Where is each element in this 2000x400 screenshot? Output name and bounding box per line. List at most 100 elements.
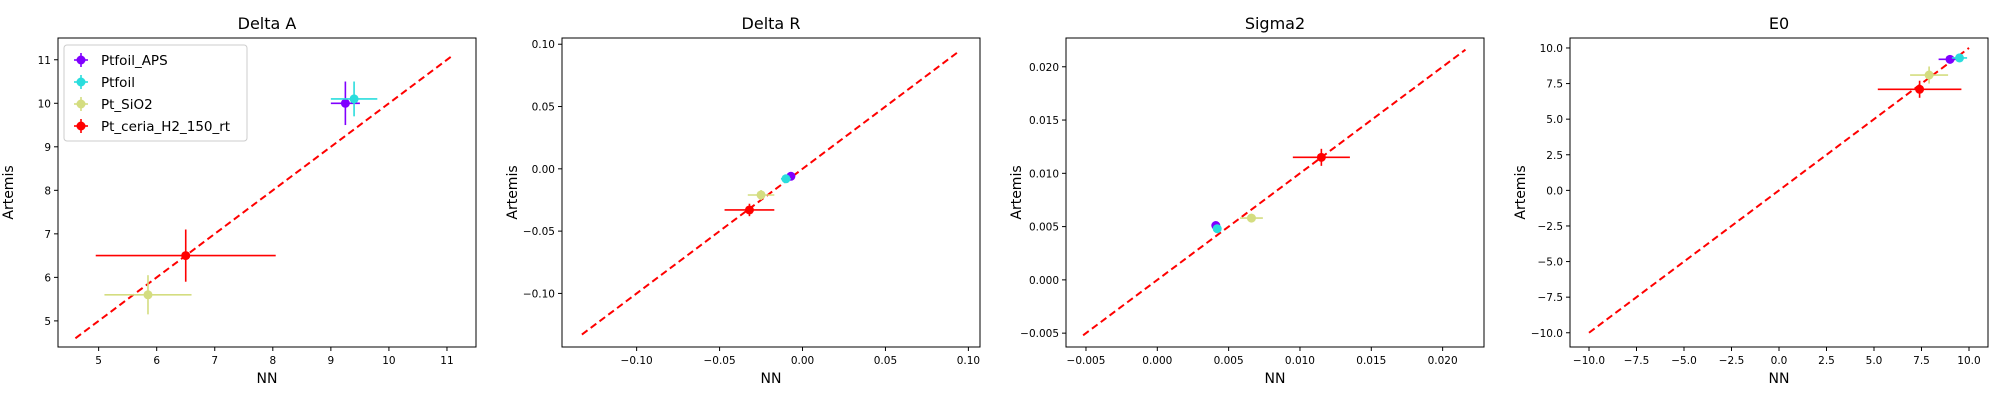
y-tick-label: −5.0 (1538, 257, 1564, 269)
x-tick-label: 10.0 (1957, 355, 1980, 367)
legend-entry-label: Ptfoil_APS (101, 53, 168, 69)
axes-frame (57, 37, 477, 348)
panel-title: Sigma2 (1245, 14, 1305, 33)
x-tick-label: 9 (328, 355, 335, 367)
y-tick-label: 0.05 (532, 102, 555, 114)
legend-swatch-marker (76, 77, 86, 87)
panel-title: Delta A (238, 14, 297, 33)
x-tick-label: −7.5 (1624, 355, 1650, 367)
y-tick-label: 5.0 (1546, 114, 1563, 126)
y-tick-label: −7.5 (1538, 292, 1564, 304)
x-axis-label: NN (1265, 371, 1286, 387)
legend-entry-label: Pt_SiO2 (101, 97, 153, 113)
x-tick-label: 7 (211, 355, 218, 367)
x-axis-label: NN (761, 371, 782, 387)
legend-swatch-marker (76, 121, 86, 131)
x-tick-label: 7.5 (1913, 355, 1930, 367)
x-tick-label: 2.5 (1818, 355, 1835, 367)
legend-swatch-marker (76, 55, 86, 65)
legend: Ptfoil_APS Ptfoil Pt_SiO2 Pt_ceria_H2_150_r… (63, 44, 248, 142)
data-point-2 (143, 290, 153, 300)
y-tick-label: 10 (38, 98, 51, 110)
data-point-2 (756, 190, 766, 200)
y-tick-label: −2.5 (1538, 221, 1564, 233)
x-tick-label: 0.00 (791, 355, 814, 367)
y-tick-label: 11 (38, 55, 51, 67)
x-tick-label: −10.0 (1573, 355, 1605, 367)
x-tick-label: 6 (153, 355, 160, 367)
identity-line (1082, 48, 1467, 337)
y-tick-label: 0.0 (1546, 185, 1563, 197)
x-tick-label: 0.000 (1142, 355, 1172, 367)
data-point-2 (1246, 213, 1256, 223)
axes-frame (1569, 37, 1989, 348)
y-tick-label: −0.05 (523, 226, 555, 238)
y-tick-label: 9 (44, 142, 51, 154)
axes-frame (1065, 37, 1485, 348)
y-tick-label: 2.5 (1546, 150, 1563, 162)
x-tick-label: 0.0 (1771, 355, 1788, 367)
x-tick-label: 11 (440, 355, 453, 367)
x-axis-label: NN (1769, 371, 1790, 387)
x-tick-label: 5 (95, 355, 102, 367)
x-tick-label: 0.010 (1285, 355, 1315, 367)
panel-1: Delta R −0.10 −0.05 0.00 0.05 0.10 −0.10 −0.05 0… (505, 14, 981, 387)
legend-entry-label: Pt_ceria_H2_150_rt (101, 119, 230, 135)
identity-line (74, 54, 454, 340)
identity-line (1588, 47, 1970, 334)
x-tick-label: 0.015 (1356, 355, 1386, 367)
data-point-3 (181, 251, 191, 261)
legend-swatch-marker (76, 99, 86, 109)
data-point-1 (349, 94, 359, 104)
y-tick-label: 0.000 (1029, 275, 1059, 287)
y-tick-label: 0.020 (1029, 62, 1059, 74)
y-tick-label: −10.0 (1531, 328, 1563, 340)
y-tick-label: 8 (44, 185, 51, 197)
axes-frame (561, 37, 981, 348)
legend-box (63, 44, 248, 142)
legend-entry-label: Ptfoil (101, 75, 135, 91)
y-tick-label: 0.00 (532, 164, 555, 176)
y-axis-label: Artemis (1, 165, 17, 219)
x-tick-label: −0.05 (703, 355, 735, 367)
y-tick-label: 7.5 (1546, 79, 1563, 91)
y-tick-label: 0.005 (1029, 222, 1059, 234)
y-axis-label: Artemis (1009, 165, 1025, 219)
data-point-1 (1212, 224, 1222, 234)
y-tick-label: −0.005 (1020, 328, 1059, 340)
panel-0: Delta A 5 6 7 8 9 10 11 5 6 7 8 9 10 11 NN Artemis Ptfoil… (1, 14, 477, 387)
data-point-0 (1945, 54, 1955, 64)
y-tick-label: 0.010 (1029, 168, 1059, 180)
x-tick-label: 0.10 (957, 355, 980, 367)
panel-2: Sigma2 −0.005 0.000 0.005 0.010 0.015 0.020 −0.… (1009, 14, 1485, 387)
y-tick-label: 0.10 (532, 39, 555, 51)
data-point-2 (1924, 70, 1934, 80)
x-tick-label: −5.0 (1671, 355, 1697, 367)
identity-line (581, 49, 961, 336)
x-tick-label: 10 (382, 355, 395, 367)
data-point-0 (340, 98, 350, 108)
data-point-3 (1316, 152, 1326, 162)
panel-3: E0 −10.0 −7.5 −5.0 −2.5 0.0 2.5 5.0 7.5 10.0 −10.0… (1513, 14, 1989, 387)
x-tick-label: 0.05 (874, 355, 897, 367)
panel-title: Delta R (742, 14, 801, 33)
x-tick-label: −0.005 (1067, 355, 1106, 367)
x-tick-label: −2.5 (1719, 355, 1745, 367)
y-axis-label: Artemis (505, 165, 521, 219)
x-tick-label: 0.005 (1214, 355, 1244, 367)
y-tick-label: 5 (44, 316, 51, 328)
y-tick-label: −0.10 (523, 288, 555, 300)
data-point-1 (781, 174, 791, 184)
data-point-3 (744, 205, 754, 215)
x-tick-label: 0.020 (1428, 355, 1458, 367)
x-tick-label: 8 (269, 355, 276, 367)
y-axis-label: Artemis (1513, 165, 1529, 219)
y-tick-label: 10.0 (1540, 43, 1563, 55)
data-point-1 (1955, 53, 1964, 63)
y-tick-label: 6 (44, 272, 51, 284)
data-point-3 (1915, 84, 1925, 94)
y-tick-label: 7 (44, 229, 51, 241)
x-tick-label: −0.10 (621, 355, 653, 367)
panel-title: E0 (1769, 14, 1789, 33)
